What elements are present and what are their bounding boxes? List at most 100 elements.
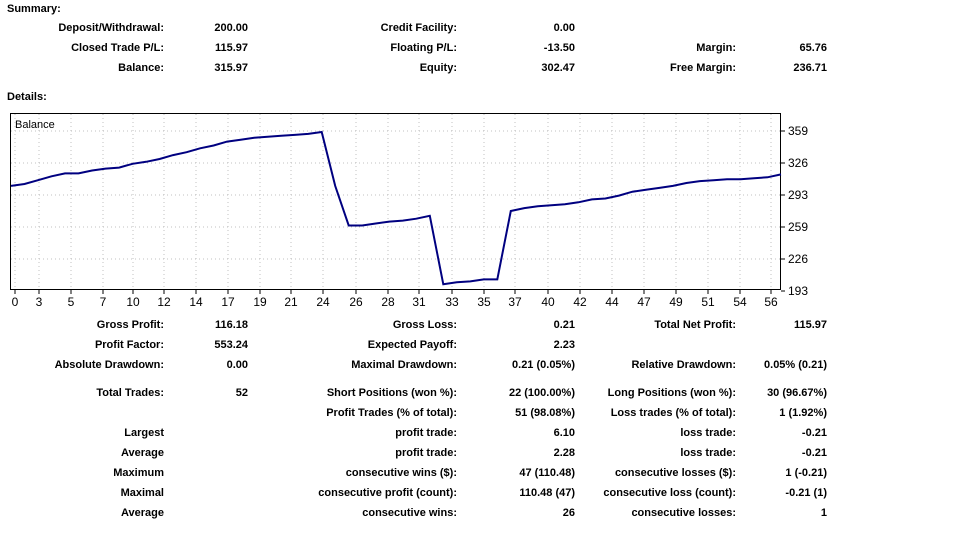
stat-label: Closed Trade P/L: [71, 42, 164, 54]
stat-label: Loss trades (% of total): [610, 407, 736, 419]
stat-value: 65.76 [799, 42, 827, 54]
stat-label: consecutive wins: [362, 507, 457, 519]
stat-value: 302.47 [541, 62, 575, 74]
stat-value: 51 (98.08%) [515, 407, 575, 419]
stat-value: 22 (100.00%) [508, 387, 575, 399]
x-tick-label: 17 [221, 295, 235, 309]
stat-label: Maximum [113, 467, 164, 479]
stat-value: 0.21 (0.05%) [512, 359, 575, 371]
stat-label: profit trade: [395, 427, 457, 439]
stat-value: -0.21 [801, 447, 827, 459]
stat-label: consecutive losses ($): [614, 467, 736, 479]
details-heading: Details: [7, 91, 47, 103]
stat-value: 26 [562, 507, 575, 519]
x-tick-label: 54 [733, 295, 747, 309]
x-tick-label: 24 [316, 295, 330, 309]
x-tick-label: 5 [68, 295, 75, 309]
x-tick-label: 10 [126, 295, 140, 309]
x-tick-label: 33 [445, 295, 459, 309]
stat-label: consecutive losses: [631, 507, 736, 519]
stat-value: -0.21 [801, 427, 827, 439]
x-tick-label: 40 [541, 295, 555, 309]
stat-label: consecutive profit (count): [318, 487, 457, 499]
stat-value: 52 [235, 387, 248, 399]
x-tick-label: 28 [381, 295, 395, 309]
stat-label: Equity: [419, 62, 457, 74]
stat-value: -0.21 (1) [785, 487, 827, 499]
summary-heading: Summary: [7, 3, 61, 15]
y-tick-label: 326 [788, 156, 808, 170]
x-tick-label: 21 [284, 295, 298, 309]
x-tick-label: 56 [764, 295, 778, 309]
y-tick-label: 259 [788, 220, 808, 234]
balance-chart [10, 113, 781, 290]
stat-value: 47 (110.48) [519, 467, 575, 479]
stat-label: Gross Loss: [392, 319, 457, 331]
stat-value: 0.00 [226, 359, 248, 371]
x-tick-label: 42 [573, 295, 587, 309]
stat-value: 553.24 [214, 339, 248, 351]
chart-title: Balance [15, 119, 55, 131]
x-tick-label: 7 [100, 295, 107, 309]
x-tick-label: 44 [605, 295, 619, 309]
y-tick-label: 293 [788, 188, 808, 202]
stat-label: profit trade: [395, 447, 457, 459]
stat-label: Maximal Drawdown: [351, 359, 457, 371]
stat-label: Absolute Drawdown: [54, 359, 164, 371]
stat-value: 116.18 [214, 319, 248, 331]
x-tick-label: 0 [12, 295, 19, 309]
stat-label: Profit Trades (% of total): [326, 407, 457, 419]
x-tick-label: 35 [477, 295, 491, 309]
stat-value: 200.00 [214, 22, 248, 34]
stat-label: Maximal [120, 487, 164, 499]
stat-value: 115.97 [214, 42, 248, 54]
stat-value: 2.28 [553, 447, 575, 459]
stat-label: Margin: [696, 42, 736, 54]
stat-label: Total Trades: [96, 387, 164, 399]
stat-value: 115.97 [793, 319, 827, 331]
stat-value: 0.05% (0.21) [764, 359, 827, 371]
stat-label: Free Margin: [669, 62, 736, 74]
stat-value: 2.23 [553, 339, 575, 351]
x-tick-label: 3 [36, 295, 43, 309]
stat-value: 1 (1.92%) [779, 407, 827, 419]
stat-label: Floating P/L: [390, 42, 457, 54]
stat-value: 30 (96.67%) [767, 387, 827, 399]
stat-label: Deposit/Withdrawal: [58, 22, 164, 34]
stat-label: Average [120, 507, 164, 519]
x-tick-label: 31 [412, 295, 426, 309]
stat-value: 236.71 [793, 62, 827, 74]
x-tick-label: 12 [157, 295, 171, 309]
stat-label: consecutive wins ($): [345, 467, 457, 479]
stat-label: Credit Facility: [380, 22, 457, 34]
stat-value: -13.50 [543, 42, 575, 54]
stat-label: Balance: [118, 62, 164, 74]
stat-label: Long Positions (won %): [607, 387, 736, 399]
stat-label: Gross Profit: [96, 319, 164, 331]
stat-label: loss trade: [680, 447, 736, 459]
stat-value: 1 [820, 507, 827, 519]
stat-label: Relative Drawdown: [631, 359, 736, 371]
stat-value: 315.97 [214, 62, 248, 74]
x-tick-label: 19 [253, 295, 267, 309]
y-tick-label: 193 [788, 284, 808, 298]
stat-value: 1 (-0.21) [785, 467, 827, 479]
stat-value: 6.10 [553, 427, 575, 439]
x-tick-label: 26 [349, 295, 363, 309]
stat-label: consecutive loss (count): [603, 487, 736, 499]
y-tick-label: 226 [788, 252, 808, 266]
stat-value: 0.21 [553, 319, 575, 331]
stat-label: Total Net Profit: [654, 319, 736, 331]
stat-value: 0.00 [553, 22, 575, 34]
stat-value: 110.48 (47) [519, 487, 575, 499]
stat-label: Profit Factor: [94, 339, 164, 351]
y-tick-label: 359 [788, 124, 808, 138]
stat-label: Average [120, 447, 164, 459]
stat-label: Expected Payoff: [367, 339, 457, 351]
x-tick-label: 49 [669, 295, 683, 309]
stat-label: Short Positions (won %): [326, 387, 457, 399]
balance-series-line [10, 130, 782, 286]
x-tick-label: 47 [637, 295, 651, 309]
stat-label: loss trade: [680, 427, 736, 439]
